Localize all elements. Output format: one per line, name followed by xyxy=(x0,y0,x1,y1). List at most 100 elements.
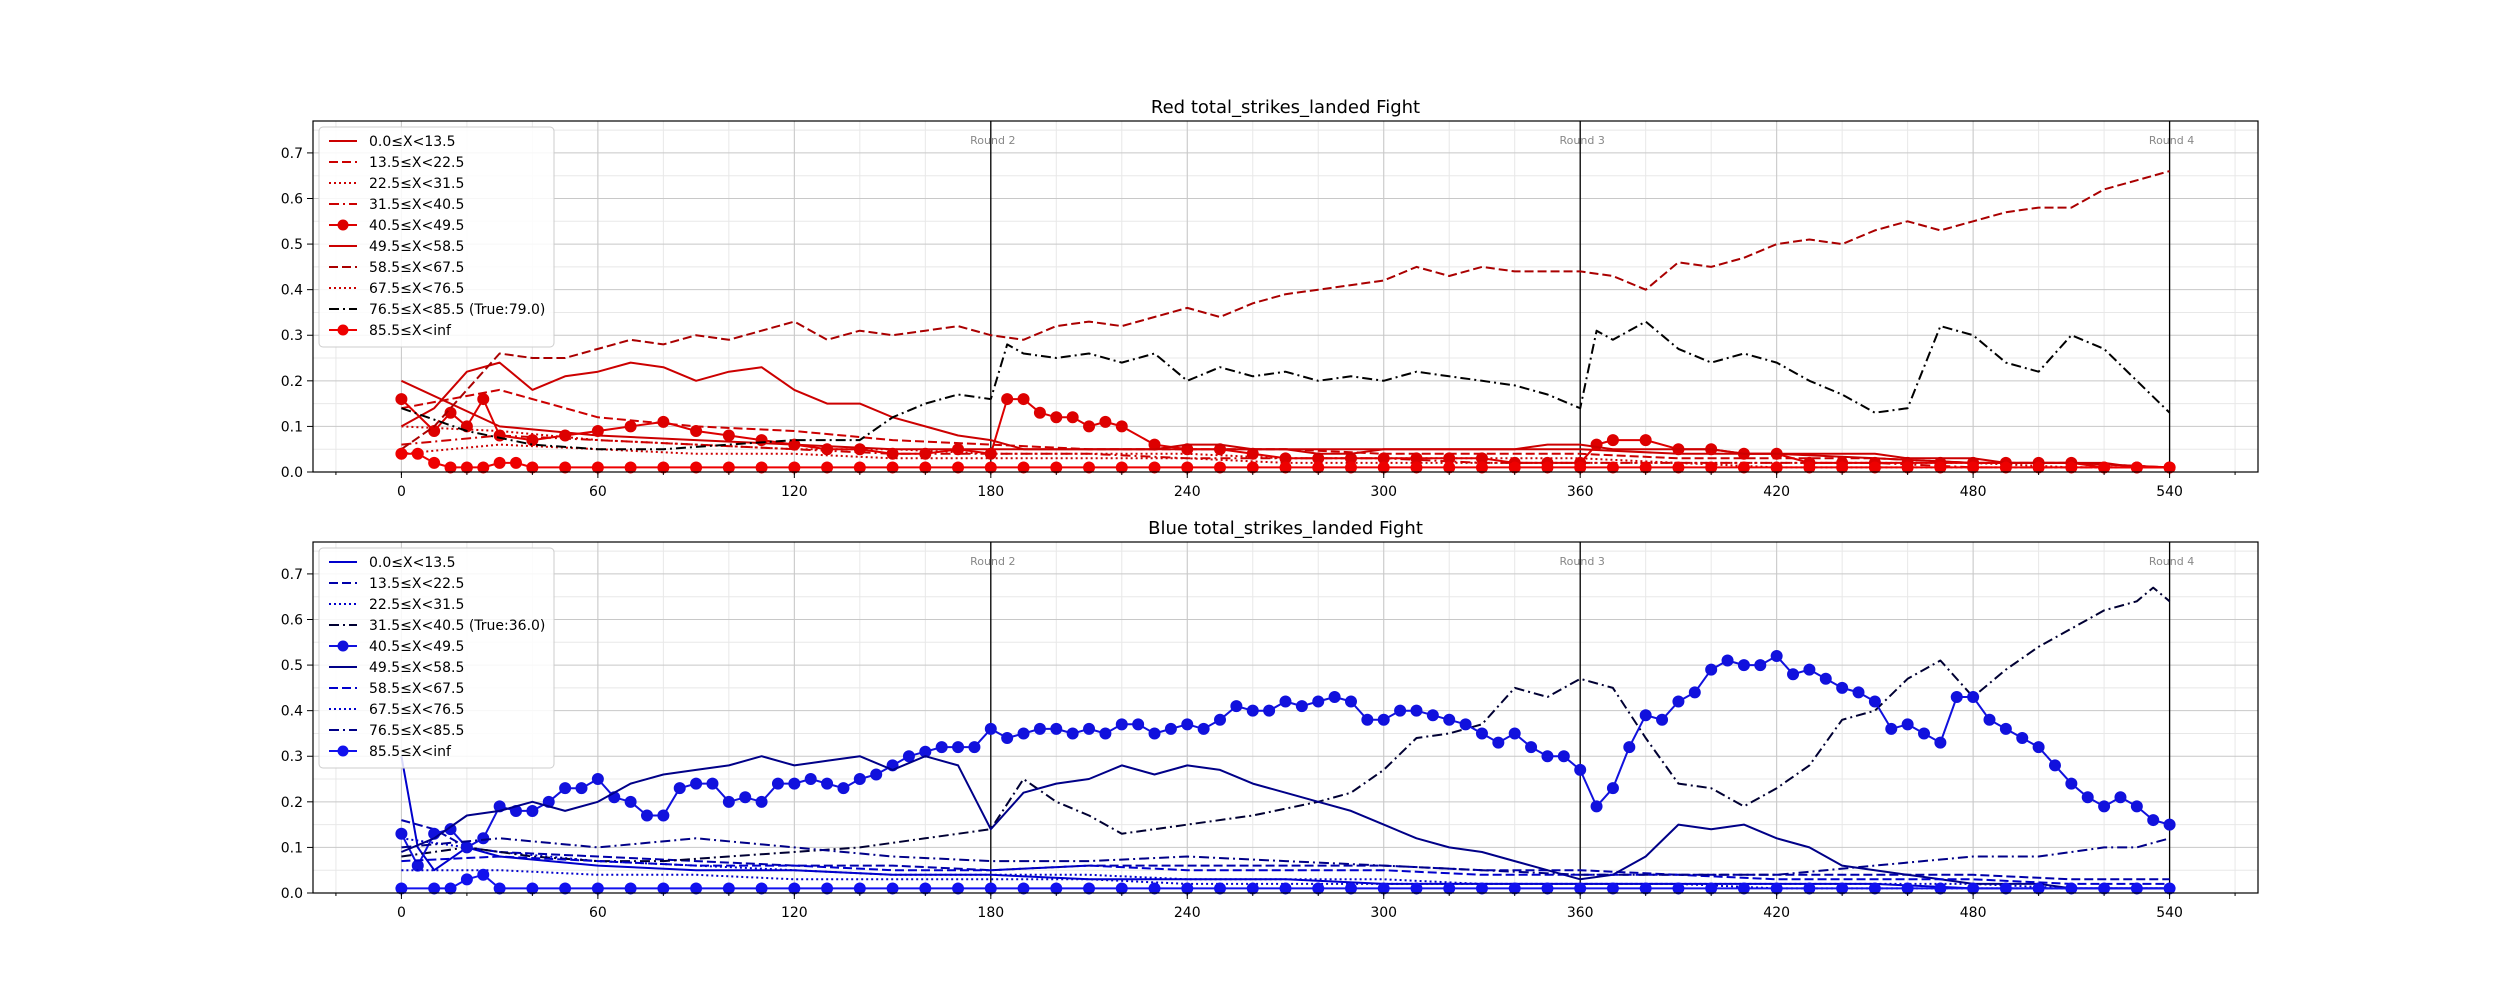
blue-series-9-point xyxy=(1705,882,1718,895)
blue-series-4-point xyxy=(1197,722,1210,735)
legend-label-1: 13.5≤X<22.5 xyxy=(369,155,464,171)
blue-series-4-point xyxy=(1525,741,1538,754)
blue-series-9-point xyxy=(952,882,965,895)
red-series-9-point xyxy=(1803,461,1816,474)
legend-marker-4 xyxy=(337,219,349,231)
blue-series-4-point xyxy=(2147,814,2160,827)
legend-label-6: 58.5≤X<67.5 xyxy=(369,260,464,276)
red-series-4-point xyxy=(788,438,801,451)
blue-series-line-5 xyxy=(401,755,2170,890)
blue-series-9-point xyxy=(559,882,572,895)
blue-series-9-point xyxy=(755,882,768,895)
y-tick-label: 0.2 xyxy=(281,795,303,811)
blue-series-4-point xyxy=(657,809,670,822)
red-series-4-point xyxy=(952,443,965,456)
legend-label-7: 67.5≤X<76.5 xyxy=(369,702,464,718)
axes-frame xyxy=(312,541,2259,894)
blue-series-4-point xyxy=(395,827,408,840)
blue-series-4-point xyxy=(1230,700,1243,713)
x-tick-label: 240 xyxy=(1174,905,1201,921)
red-series-4-point xyxy=(853,443,866,456)
y-tick-label: 0.3 xyxy=(281,749,303,765)
blue-series-4-point xyxy=(1295,700,1308,713)
blue-series-9-point xyxy=(657,882,670,895)
legend-label-9: 85.5≤X<inf xyxy=(369,744,452,760)
y-tick-label: 0.7 xyxy=(281,146,303,162)
y-tick-label: 0.0 xyxy=(281,465,303,481)
blue-series-9-point xyxy=(1017,882,1030,895)
blue-series-9-point xyxy=(919,882,932,895)
blue-series-4-point xyxy=(2163,818,2176,831)
legend-label-3: 31.5≤X<40.5 (True:36.0) xyxy=(369,618,545,634)
blue-series-4-point xyxy=(2114,791,2127,804)
y-tick-label: 0.0 xyxy=(281,886,303,902)
red-series-9-point xyxy=(1672,461,1685,474)
red-series-4-point xyxy=(755,434,768,447)
red-series-9-point xyxy=(1181,461,1194,474)
red-series-4-point xyxy=(591,424,604,437)
blue-series-4-point xyxy=(1999,722,2012,735)
blue-series-4-point xyxy=(771,777,784,790)
blue-series-4-point xyxy=(755,795,768,808)
blue-series-4-point xyxy=(690,777,703,790)
blue-series-4-point xyxy=(640,809,653,822)
blue-series-4-point xyxy=(1852,686,1865,699)
axes-frame xyxy=(312,120,2259,473)
blue-series-9-point xyxy=(395,882,408,895)
blue-series-4-point xyxy=(2098,800,2111,813)
blue-series-4-point xyxy=(1868,695,1881,708)
blue-series-4-point xyxy=(1214,713,1227,726)
red-series-9-point xyxy=(460,461,473,474)
blue-series-9-point xyxy=(444,882,457,895)
blue-series-9-point xyxy=(1312,882,1325,895)
red-series-9-point xyxy=(510,456,523,469)
red-series-9-point xyxy=(886,461,899,474)
red-series-9-point xyxy=(1770,461,1783,474)
blue-series-9-point xyxy=(1344,882,1357,895)
blue-series-4-point xyxy=(1033,722,1046,735)
red-series-9-point xyxy=(1214,461,1227,474)
blue-series-4-point xyxy=(722,795,735,808)
x-tick-label: 360 xyxy=(1567,484,1594,500)
y-tick-label: 0.7 xyxy=(281,567,303,583)
blue-series-9-point xyxy=(526,882,539,895)
red-series-9-point xyxy=(1246,461,1259,474)
blue-chart-title: Blue total_strikes_landed Fight xyxy=(1148,518,1423,539)
red-series-9-point xyxy=(1312,461,1325,474)
blue-series-9-point xyxy=(1606,882,1619,895)
blue-series-9-point xyxy=(1279,882,1292,895)
red-series-9-point xyxy=(919,461,932,474)
y-tick-label: 0.5 xyxy=(281,237,303,253)
blue-series-9-point xyxy=(2163,882,2176,895)
round-marker-label: Round 2 xyxy=(970,134,1015,147)
x-tick-label: 180 xyxy=(977,484,1004,500)
y-tick-label: 0.3 xyxy=(281,328,303,344)
red-series-9-point xyxy=(853,461,866,474)
red-series-4-point xyxy=(395,393,408,406)
blue-series-4-point xyxy=(1787,668,1800,681)
blue-series-4-point xyxy=(1590,800,1603,813)
y-tick-label: 0.2 xyxy=(281,374,303,390)
red-series-9-point xyxy=(1017,461,1030,474)
x-tick-label: 300 xyxy=(1370,484,1397,500)
red-series-9-point xyxy=(1737,461,1750,474)
blue-series-9-point xyxy=(1770,882,1783,895)
blue-series-4-point xyxy=(1344,695,1357,708)
blue-series-4-point xyxy=(952,741,965,754)
red-series-line-8 xyxy=(401,320,2171,451)
blue-series-4-point xyxy=(1918,727,1931,740)
legend-marker-9 xyxy=(337,324,349,336)
red-series-9-point xyxy=(1999,461,2012,474)
blue-series-9-point xyxy=(1541,882,1554,895)
red-series-9-point xyxy=(1934,461,1947,474)
red-series-4-point xyxy=(657,415,670,428)
blue-series-4-point xyxy=(788,777,801,790)
legend-label-3: 31.5≤X<40.5 xyxy=(369,197,464,213)
blue-series-4-point xyxy=(1639,709,1652,722)
blue-series-9-point xyxy=(460,873,473,886)
red-series-4-point xyxy=(722,429,735,442)
y-tick-label: 0.5 xyxy=(281,658,303,674)
x-tick-label: 420 xyxy=(1763,905,1790,921)
red-series-9-point xyxy=(1705,461,1718,474)
x-tick-label: 420 xyxy=(1763,484,1790,500)
